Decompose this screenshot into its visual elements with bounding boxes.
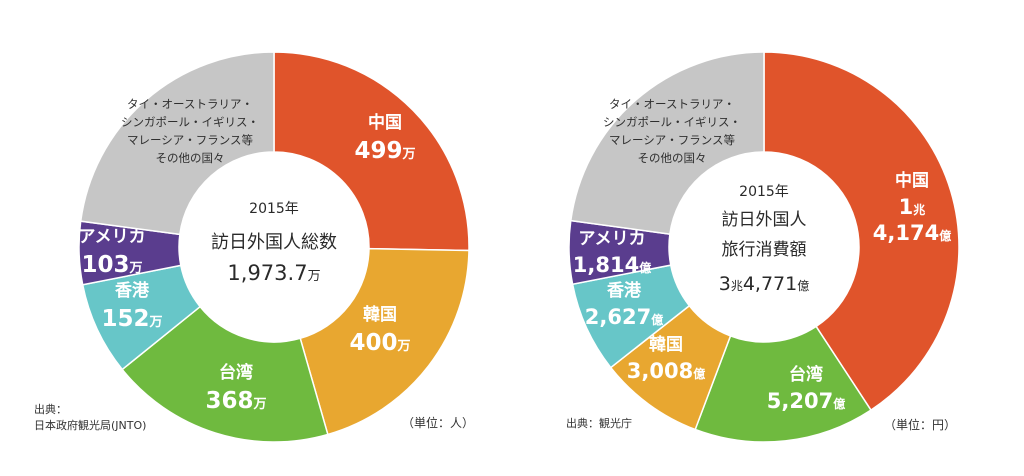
data-label-number: 2,627 bbox=[585, 305, 651, 329]
slice-label: タイ・オーストラリア・ bbox=[609, 97, 735, 111]
data-label-number: 400 bbox=[349, 330, 397, 356]
donut-slice bbox=[299, 247, 470, 436]
data-label: 400万 bbox=[349, 330, 410, 356]
data-label-unit: 万 bbox=[253, 397, 267, 412]
center-total: 3兆4,771億 bbox=[719, 273, 810, 295]
data-label: 5,207億 bbox=[767, 389, 845, 413]
donut-slice bbox=[569, 51, 765, 235]
center-title: 訪日外国人総数 bbox=[211, 232, 337, 253]
data-label-number: 1,814 bbox=[573, 253, 639, 277]
slice-label: その他の国々 bbox=[156, 151, 225, 165]
data-label: 2,627億 bbox=[585, 305, 663, 329]
source-line: 日本政府観光局(JNTO) bbox=[34, 419, 147, 432]
slice-label-group: 香港 2,627億 bbox=[585, 280, 663, 329]
donut-slice bbox=[79, 51, 275, 236]
donut-slice bbox=[763, 51, 960, 412]
data-label-number: 368 bbox=[205, 388, 253, 414]
data-label-unit: 億 bbox=[939, 228, 951, 243]
data-label: 4,174億 bbox=[873, 221, 951, 245]
data-label-unit: 兆 bbox=[913, 202, 925, 217]
data-label-unit: 万 bbox=[402, 147, 416, 162]
data-label: 152万 bbox=[101, 306, 162, 332]
donut-slice bbox=[121, 305, 329, 443]
data-label-unit: 万 bbox=[149, 315, 163, 330]
data-label-unit: 万 bbox=[129, 261, 143, 276]
slice-label-group: 台湾 5,207億 bbox=[767, 364, 845, 413]
slice-label: 韓国 bbox=[363, 304, 397, 325]
data-label-unit: 万 bbox=[397, 339, 411, 354]
slice-label: 中国 bbox=[368, 112, 402, 133]
slice-label: アメリカ bbox=[578, 229, 645, 249]
center-total-unit: 万 bbox=[308, 269, 321, 284]
unit-label-left: （単位：人） bbox=[402, 416, 475, 430]
center-year: 2015年 bbox=[739, 184, 789, 200]
data-label-unit: 億 bbox=[833, 396, 845, 411]
slice-label: 香港 bbox=[607, 280, 642, 301]
data-label: 1,814億 bbox=[573, 253, 651, 277]
data-label-number: 4,174 bbox=[873, 221, 939, 245]
data-label-number: 103 bbox=[81, 252, 129, 278]
slice-label: 台湾 bbox=[789, 364, 823, 385]
slice-label-group: 韓国 3,008億 bbox=[627, 334, 705, 383]
slice-label: シンガポール・イギリス・ bbox=[121, 115, 259, 129]
source-note-right: 出典：観光庁 bbox=[566, 416, 632, 432]
data-label-unit: 億 bbox=[639, 260, 651, 275]
data-label-number: 5,207 bbox=[767, 389, 833, 413]
slice-label: その他の国々 bbox=[638, 151, 707, 165]
center-title: 訪日外国人 bbox=[722, 210, 807, 230]
slice-label: マレーシア・フランス等 bbox=[127, 133, 253, 147]
center-total-unit: 億 bbox=[797, 279, 809, 293]
donut-slice bbox=[273, 51, 470, 252]
slice-label-group: 香港 152万 bbox=[101, 280, 162, 332]
visitors-donut-chart: 中国499万韓国400万台湾368万香港152万アメリカ103万タイ・オーストラ… bbox=[78, 51, 470, 443]
slice-label-group: 台湾 368万 bbox=[205, 362, 266, 414]
source-line: 出典：観光庁 bbox=[566, 417, 632, 430]
slice-label-group: アメリカ 103万 bbox=[78, 227, 145, 278]
slice-label-group: アメリカ 1,814億 bbox=[573, 229, 651, 277]
center-total-number: 1,973.7 bbox=[227, 261, 307, 285]
center-year: 2015年 bbox=[249, 201, 299, 217]
center-total-unit: 兆 bbox=[731, 279, 743, 293]
slice-label: 韓国 bbox=[649, 334, 683, 355]
center-total-number: 3 bbox=[719, 273, 731, 295]
slice-label: マレーシア・フランス等 bbox=[609, 133, 735, 147]
source-note-left: 出典： 日本政府観光局(JNTO) bbox=[34, 402, 146, 434]
source-line: 出典： bbox=[34, 403, 67, 416]
data-label: 3,008億 bbox=[627, 359, 705, 383]
slice-label: 香港 bbox=[115, 280, 150, 301]
data-label: 368万 bbox=[205, 388, 266, 414]
slice-label: 中国 bbox=[895, 170, 929, 191]
center-total-number: 4,771 bbox=[743, 273, 797, 295]
data-label-unit: 億 bbox=[651, 312, 663, 327]
data-label: 499万 bbox=[354, 138, 415, 164]
slice-label: タイ・オーストラリア・ bbox=[127, 97, 253, 111]
center-total: 1,973.7万 bbox=[227, 261, 320, 285]
data-label-number: 1 bbox=[899, 195, 914, 219]
slice-label-group: 中国 499万 bbox=[354, 112, 415, 164]
unit-label-right: （単位：円） bbox=[884, 418, 957, 432]
slice-label: 台湾 bbox=[219, 362, 253, 383]
slice-label: アメリカ bbox=[78, 227, 145, 247]
data-label: 1兆 bbox=[899, 195, 926, 219]
data-label-number: 3,008 bbox=[627, 359, 693, 383]
data-label-number: 152 bbox=[101, 306, 149, 332]
data-label: 103万 bbox=[81, 252, 142, 278]
slice-label-group: 韓国 400万 bbox=[349, 304, 410, 356]
data-label-number: 499 bbox=[354, 138, 402, 164]
slice-label: シンガポール・イギリス・ bbox=[603, 115, 741, 129]
center-title: 旅行消費額 bbox=[722, 240, 807, 260]
spending-donut-chart: 中国1兆4,174億台湾5,207億韓国3,008億香港2,627億アメリカ1,… bbox=[568, 51, 960, 443]
data-label-unit: 億 bbox=[693, 366, 705, 381]
